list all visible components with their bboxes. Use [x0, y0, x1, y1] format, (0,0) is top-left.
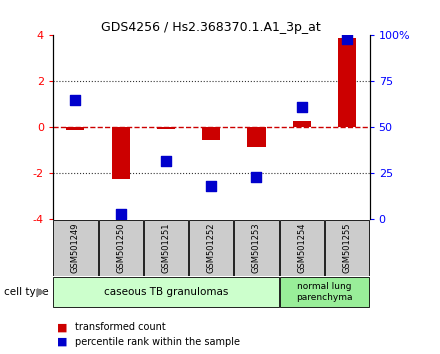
- Point: [253, 174, 260, 180]
- Bar: [338, 38, 356, 127]
- Bar: [247, 127, 265, 147]
- Bar: [279, 277, 369, 307]
- Text: GSM501251: GSM501251: [161, 223, 170, 273]
- Point: [208, 183, 215, 189]
- Text: ■: ■: [57, 337, 68, 347]
- Text: GSM501255: GSM501255: [342, 223, 352, 273]
- Bar: [202, 127, 220, 140]
- Text: transformed count: transformed count: [75, 322, 165, 332]
- Text: GSM501252: GSM501252: [207, 223, 216, 273]
- Bar: [53, 277, 279, 307]
- Text: percentile rank within the sample: percentile rank within the sample: [75, 337, 240, 347]
- Bar: [157, 127, 175, 129]
- Text: cell type: cell type: [4, 287, 49, 297]
- Bar: [293, 121, 311, 127]
- Bar: [189, 220, 233, 275]
- Bar: [66, 127, 84, 130]
- Title: GDS4256 / Hs2.368370.1.A1_3p_at: GDS4256 / Hs2.368370.1.A1_3p_at: [101, 21, 321, 34]
- Text: caseous TB granulomas: caseous TB granulomas: [104, 287, 228, 297]
- Bar: [53, 220, 98, 275]
- Bar: [234, 220, 279, 275]
- Text: ▶: ▶: [37, 287, 46, 297]
- Point: [72, 97, 79, 103]
- Point: [344, 36, 351, 42]
- Point: [162, 158, 169, 164]
- Bar: [144, 220, 188, 275]
- Bar: [279, 220, 324, 275]
- Bar: [99, 220, 143, 275]
- Bar: [112, 127, 130, 179]
- Point: [117, 211, 124, 217]
- Text: GSM501250: GSM501250: [116, 223, 125, 273]
- Text: normal lung
parenchyma: normal lung parenchyma: [296, 282, 352, 302]
- Point: [298, 104, 305, 110]
- Text: GSM501253: GSM501253: [252, 222, 261, 273]
- Text: GSM501249: GSM501249: [71, 223, 80, 273]
- Bar: [325, 220, 369, 275]
- Text: GSM501254: GSM501254: [297, 223, 306, 273]
- Text: ■: ■: [57, 322, 68, 332]
